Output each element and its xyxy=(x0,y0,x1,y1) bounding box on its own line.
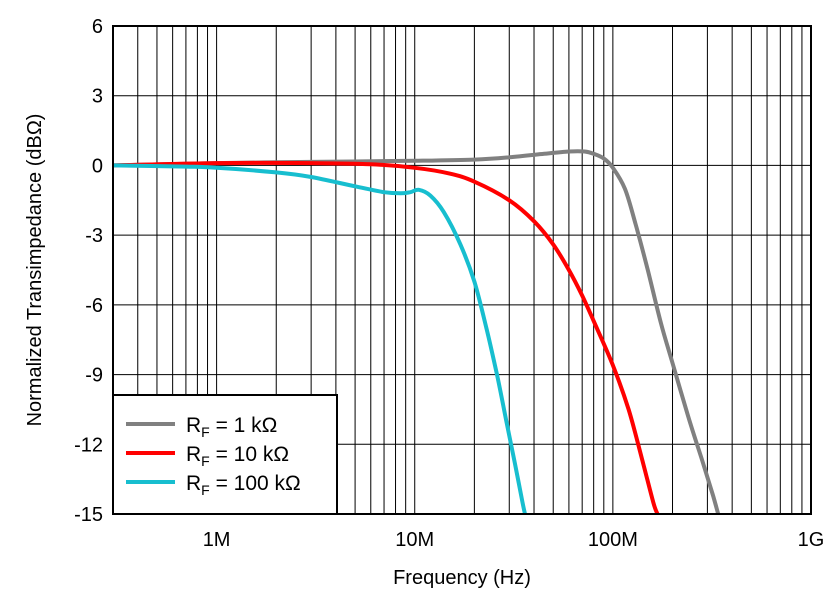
legend-label: RF = 10 kΩ xyxy=(186,443,289,469)
y-tick-label: -3 xyxy=(85,225,103,247)
series-line-1 xyxy=(113,149,721,514)
y-axis-title: Normalized Transimpedance (dBΩ) xyxy=(24,114,46,427)
y-tick-label: -9 xyxy=(85,365,103,387)
legend-label: RF = 100 kΩ xyxy=(186,472,301,498)
y-tick-label: -12 xyxy=(74,434,103,456)
legend-label: RF = 1 kΩ xyxy=(186,414,277,440)
plot-frame xyxy=(112,25,812,515)
y-tick-label: 0 xyxy=(92,155,103,177)
x-tick-label: 1M xyxy=(203,529,231,551)
data-curves xyxy=(113,149,721,514)
x-tick-label: 1G xyxy=(798,529,825,551)
y-tick-label: -15 xyxy=(74,504,103,526)
series-line-2 xyxy=(113,160,660,514)
grid-lines xyxy=(112,25,812,515)
y-tick-label: 3 xyxy=(92,86,103,108)
y-tick-label: -6 xyxy=(85,295,103,317)
x-tick-label: 100M xyxy=(588,529,638,551)
legend: RF = 1 kΩ RF = 10 kΩ RF = 100 kΩ xyxy=(112,394,338,515)
y-tick-label: 6 xyxy=(92,16,103,38)
tick-labels: 6 3 0 -3 -6 -9 -12 -15 1M 10M 100M 1G xyxy=(74,16,824,551)
x-axis-title: Frequency (Hz) xyxy=(393,567,531,589)
x-tick-label: 10M xyxy=(395,529,434,551)
series-line-3 xyxy=(113,163,527,514)
